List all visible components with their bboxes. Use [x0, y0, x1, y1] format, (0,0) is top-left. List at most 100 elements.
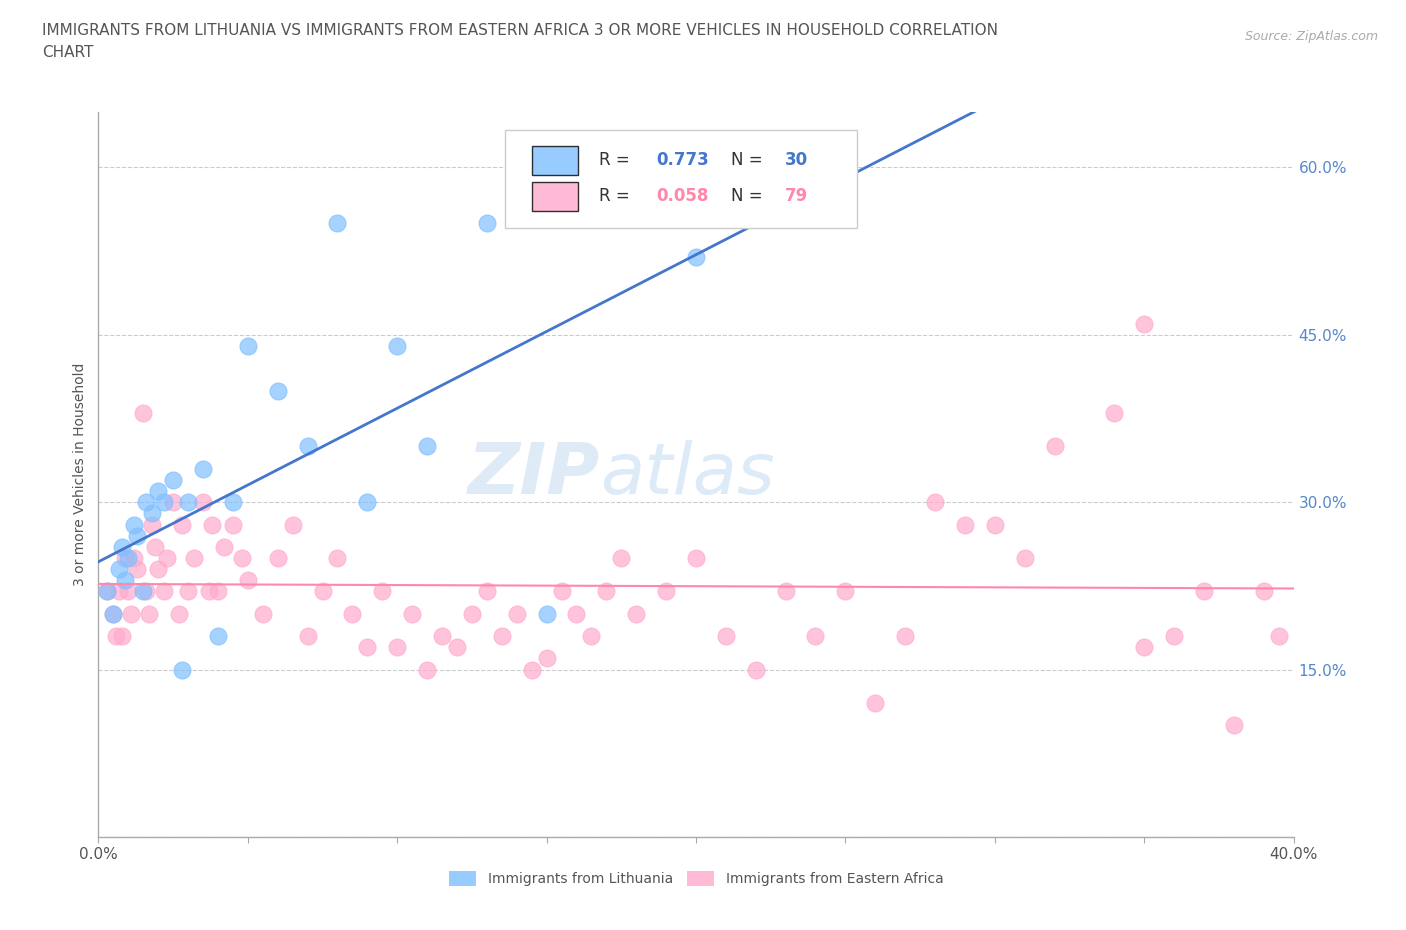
Point: [416, 662, 439, 677]
Point: [385, 339, 409, 353]
Point: [108, 562, 131, 577]
Text: atlas: atlas: [600, 440, 775, 509]
Point: [685, 249, 707, 264]
Point: [135, 495, 157, 510]
Point: [1133, 316, 1156, 331]
Text: 0.058: 0.058: [657, 188, 709, 206]
Point: [1163, 629, 1185, 644]
Point: [385, 640, 409, 655]
Point: [297, 629, 319, 644]
Point: [595, 584, 617, 599]
Point: [124, 517, 146, 532]
Point: [865, 696, 887, 711]
Point: [111, 629, 134, 644]
Point: [191, 461, 214, 476]
Point: [416, 439, 439, 454]
Point: [894, 629, 917, 644]
Point: [222, 495, 245, 510]
Point: [356, 640, 378, 655]
Point: [297, 439, 319, 454]
Point: [281, 517, 304, 532]
Point: [401, 606, 423, 621]
Point: [581, 629, 603, 644]
Point: [1223, 718, 1246, 733]
Point: [162, 495, 184, 510]
Point: [506, 606, 529, 621]
Point: [108, 584, 131, 599]
Point: [1014, 551, 1036, 565]
Point: [565, 606, 588, 621]
Point: [141, 506, 163, 521]
Point: [231, 551, 253, 565]
Point: [135, 584, 157, 599]
Point: [342, 606, 364, 621]
Point: [222, 517, 245, 532]
Point: [236, 339, 259, 353]
Point: [371, 584, 394, 599]
Point: [153, 495, 176, 510]
Point: [124, 551, 146, 565]
Point: [177, 584, 200, 599]
Text: 30: 30: [785, 152, 807, 169]
Point: [475, 584, 498, 599]
Point: [326, 551, 349, 565]
Text: N =: N =: [731, 188, 768, 206]
Point: [177, 495, 200, 510]
Legend: Immigrants from Lithuania, Immigrants from Eastern Africa: Immigrants from Lithuania, Immigrants fr…: [443, 866, 949, 892]
Point: [685, 551, 707, 565]
Point: [207, 584, 229, 599]
Point: [953, 517, 976, 532]
Point: [745, 662, 768, 677]
Point: [132, 584, 155, 599]
Point: [143, 539, 166, 554]
Point: [127, 562, 149, 577]
Point: [103, 606, 125, 621]
Point: [446, 640, 468, 655]
Point: [1133, 640, 1156, 655]
Point: [172, 662, 194, 677]
Point: [183, 551, 205, 565]
Point: [148, 562, 170, 577]
FancyBboxPatch shape: [533, 182, 578, 211]
Point: [430, 629, 453, 644]
Point: [96, 584, 118, 599]
Point: [834, 138, 856, 153]
Point: [536, 651, 558, 666]
Text: 0.773: 0.773: [657, 152, 709, 169]
Point: [105, 629, 128, 644]
Point: [114, 573, 136, 588]
Text: IMMIGRANTS FROM LITHUANIA VS IMMIGRANTS FROM EASTERN AFRICA 3 OR MORE VEHICLES I: IMMIGRANTS FROM LITHUANIA VS IMMIGRANTS …: [42, 23, 998, 38]
Text: ZIP: ZIP: [468, 440, 600, 509]
Point: [475, 216, 498, 231]
Point: [114, 551, 136, 565]
Point: [984, 517, 1007, 532]
Point: [212, 539, 235, 554]
Text: N =: N =: [731, 152, 768, 169]
Point: [172, 517, 194, 532]
Point: [804, 629, 827, 644]
Point: [236, 573, 259, 588]
Point: [1043, 439, 1066, 454]
Point: [1267, 629, 1289, 644]
Point: [536, 606, 558, 621]
Point: [198, 584, 221, 599]
Point: [834, 584, 856, 599]
Point: [138, 606, 160, 621]
Point: [714, 629, 737, 644]
Point: [153, 584, 176, 599]
Point: [1104, 405, 1126, 420]
Point: [267, 551, 290, 565]
Text: R =: R =: [599, 188, 636, 206]
Point: [117, 584, 139, 599]
Y-axis label: 3 or more Vehicles in Household: 3 or more Vehicles in Household: [73, 363, 87, 586]
Point: [311, 584, 333, 599]
Point: [117, 551, 139, 565]
Point: [520, 662, 543, 677]
Point: [267, 383, 290, 398]
Point: [775, 584, 797, 599]
Point: [141, 517, 163, 532]
Point: [103, 606, 125, 621]
Point: [1192, 584, 1215, 599]
Point: [127, 528, 149, 543]
Point: [252, 606, 274, 621]
